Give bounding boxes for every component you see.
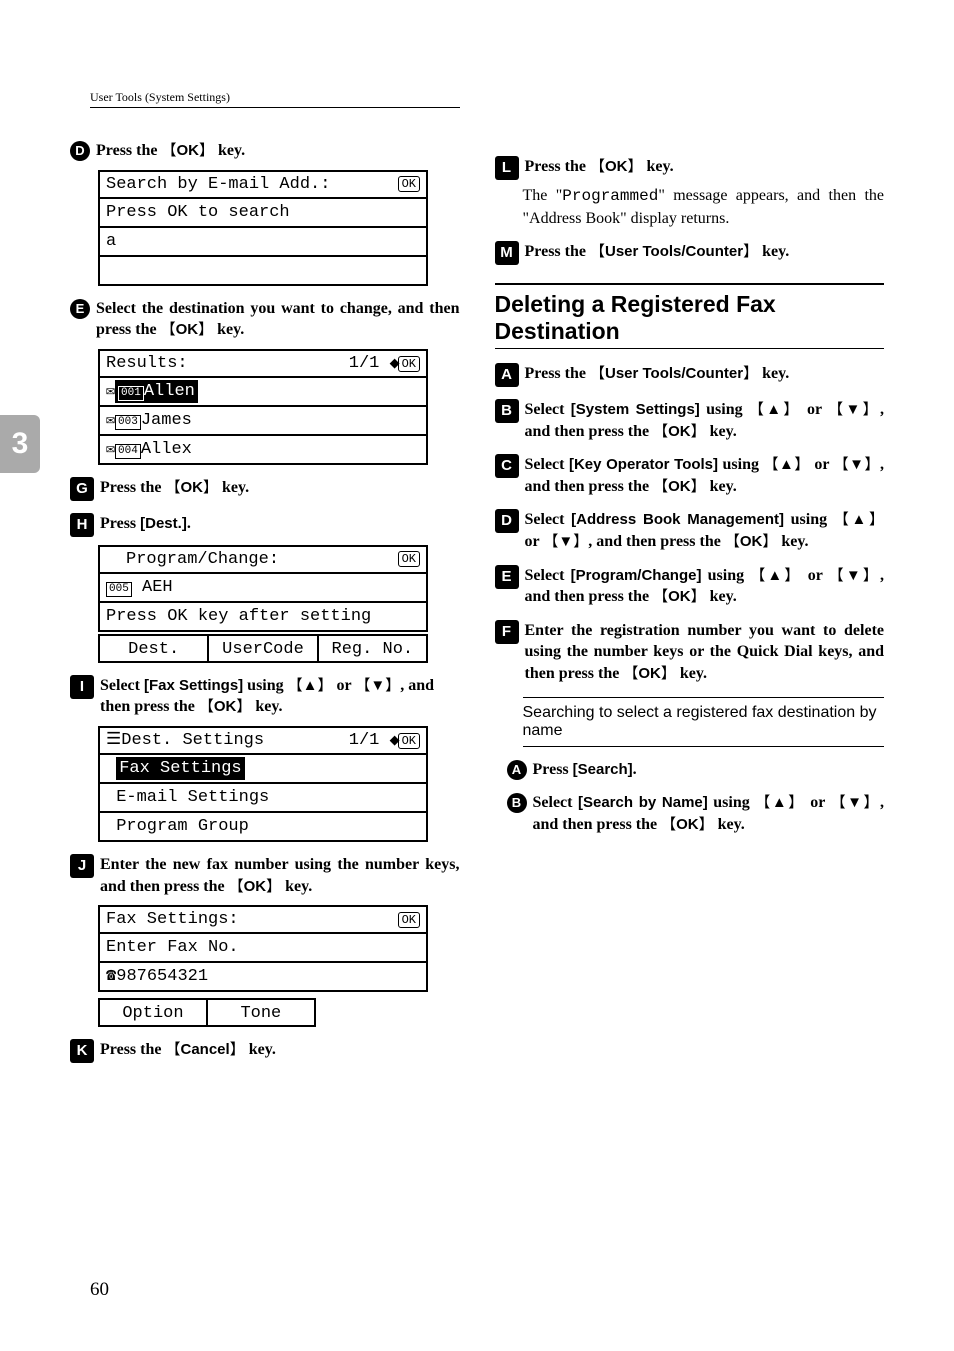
page-number: 60 <box>90 1279 109 1301</box>
step-marker-5: E <box>70 299 90 319</box>
step-13-text: Press the User Tools/Counter key. <box>525 241 885 263</box>
step-marker-a1: A <box>495 363 519 387</box>
step-marker-13: M <box>495 241 519 265</box>
step-7-text: Press the OK key. <box>100 477 460 499</box>
step-marker-4: D <box>70 141 90 161</box>
step-marker-12: L <box>495 156 519 180</box>
sub-a-text: Press [Search]. <box>533 759 885 781</box>
step-9-text: Select [Fax Settings] using ▲ or ▼, and … <box>100 675 460 718</box>
lcd-search-email: Search by E-mail Add.:OK Press OK to sea… <box>98 170 428 286</box>
step-11-text: Press the Cancel key. <box>100 1039 460 1061</box>
chapter-tab: 3 <box>0 415 40 473</box>
search-by-name-heading: Searching to select a registered fax des… <box>523 697 885 747</box>
sub-marker-a: A <box>507 760 527 780</box>
step-marker-9: I <box>70 675 94 699</box>
step-10-text: Enter the new fax number using the numbe… <box>100 854 460 897</box>
step-marker-a2: B <box>495 399 519 423</box>
left-column: D Press the OK key. Search by E-mail Add… <box>70 128 460 1068</box>
section-header: User Tools (System Settings) <box>90 90 460 108</box>
step-marker-a5: E <box>495 565 519 589</box>
step-5-text: Select the destination you want to chang… <box>96 298 460 341</box>
lcd-dest-settings: ☰Dest. Settings1/1 ◆OK Fax Settings E-ma… <box>98 726 428 842</box>
step-8-text: Press [Dest.]. <box>100 513 460 535</box>
lcd-program-change: Program/Change:OK 005 AEH Press OK key a… <box>98 545 428 663</box>
step-marker-7: G <box>70 477 94 501</box>
step-marker-a4: D <box>495 509 519 533</box>
step-marker-11: K <box>70 1039 94 1063</box>
right-column: L Press the OK key. The "Programmed" mes… <box>495 128 885 1068</box>
step-12-text: Press the OK key. <box>525 156 885 178</box>
lcd-fax-settings: Fax Settings:OK Enter Fax No. ☎987654321… <box>98 905 428 1027</box>
step-a2-text: Select [System Settings] using ▲ or ▼, a… <box>525 399 885 442</box>
step-a3-text: Select [Key Operator Tools] using ▲ or ▼… <box>525 454 885 497</box>
step-4-text: Press the OK key. <box>96 140 460 162</box>
step-marker-10: J <box>70 854 94 878</box>
step-a1-text: Press the User Tools/Counter key. <box>525 363 885 385</box>
step-12-body: The "Programmed" message appears, and th… <box>523 185 885 229</box>
step-a5-text: Select [Program/Change] using ▲ or ▼, an… <box>525 565 885 608</box>
step-marker-8: H <box>70 513 94 537</box>
deleting-fax-title: Deleting a Registered Fax Destination <box>495 283 885 349</box>
step-marker-a3: C <box>495 454 519 478</box>
sub-b-text: Select [Search by Name] using ▲ or ▼, an… <box>533 792 885 835</box>
lcd-ok-icon: OK <box>398 176 420 192</box>
sub-marker-b: B <box>507 793 527 813</box>
step-marker-a6: F <box>495 620 519 644</box>
step-a6-text: Enter the registration number you want t… <box>525 620 885 685</box>
step-a4-text: Select [Address Book Management] using ▲… <box>525 509 885 552</box>
lcd-results: Results:1/1 ◆OK ✉001Allen ✉003James ✉004… <box>98 349 428 465</box>
